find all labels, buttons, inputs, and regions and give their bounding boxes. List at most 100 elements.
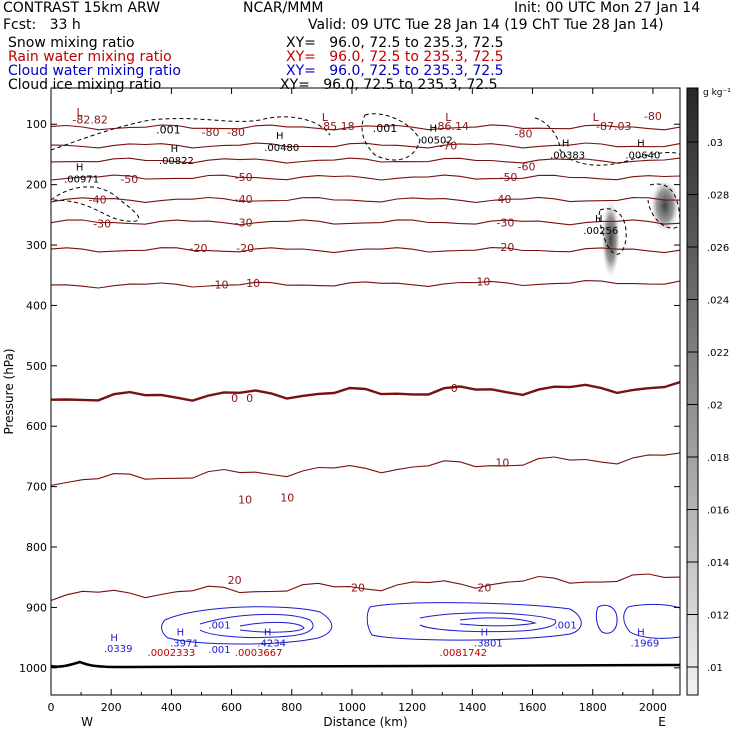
ice-high-marker: H [171,144,179,155]
ice-high-marker: H [595,214,603,225]
ice-high-value: .00502 [418,135,453,146]
ice-high-marker: H [429,123,437,134]
cloud-water-contour [161,606,333,645]
isotherm-label: -40 [89,194,107,207]
low-marker: L [445,111,452,124]
cloud-water-contour [199,613,314,639]
ice-high-value: .00822 [159,156,194,167]
ice-high-value: .00640 [625,150,660,161]
ice-high-value: .00383 [550,150,585,161]
x-tick-label: 200 [101,701,122,714]
isotherm-label: -10 [211,278,229,291]
org-title: NCAR/MMM [243,0,324,16]
y-tick-label: 800 [26,541,47,554]
cloud-ice-shading [601,200,620,277]
isotherm-label: -10 [242,277,260,290]
cloud-water-high-value: .1969 [631,638,660,649]
rain-water-value: .0003667 [235,648,283,659]
isotherm-label: -82.82 [72,113,107,126]
isotherm-label: 10 [495,456,509,469]
ice-high-marker: H [276,131,284,142]
model-title: CONTRAST 15km ARW [3,0,161,16]
isotherm-label: -20 [496,241,514,254]
isotherm-label: -30 [235,217,253,230]
legend-cloud-water-xy: XY= 96.0, 72.5 to 235.3, 72.5 [286,63,504,79]
y-tick-label: 600 [26,420,47,433]
y-tick-label: 400 [26,299,47,312]
ice-high-value: .00480 [264,143,299,154]
cloud-water-high-marker: H [637,627,645,638]
isotherm-label: -80 [515,127,533,140]
isotherm-10 [51,452,680,486]
colorbar-tick-label: .016 [707,506,729,517]
y-axis-title: Pressure (hPa) [2,348,16,434]
cloud-water-high-value: .3971 [170,638,199,649]
west-label: W [81,715,93,729]
x-tick-label: 1000 [338,701,366,714]
y-tick-label: 100 [26,118,47,131]
isotherm-label: -40 [493,193,511,206]
isotherm--60 [51,157,680,164]
snow-label: .001 [373,122,398,135]
x-axis-title: Distance (km) [323,715,407,729]
isotherm-label: -80 [227,126,245,139]
isotherm--50 [51,174,680,181]
valid-time: Valid: 09 UTC Tue 28 Jan 14 (19 ChT Tue … [308,17,664,33]
legend-rain-xy: XY= 96.0, 72.5 to 235.3, 72.5 [286,49,504,65]
isotherm-label: -70 [439,139,457,152]
colorbar-tick-label: .01 [707,663,723,674]
isotherm-label: -86.14 [434,120,469,133]
low-marker: L [322,111,329,124]
colorbar-tick-label: .028 [707,191,729,202]
isotherm-label: -30 [93,217,111,230]
colorbar-tick-label: .02 [707,401,723,412]
rain-water-value: .0081742 [439,648,487,659]
colorbar-tick-label: .012 [707,611,729,622]
legend-cloud-ice-xy: XY= 96.0, 72.5 to 235.3, 72.5 [280,77,498,93]
x-tick-label: 1200 [398,701,426,714]
isotherm-label: -50 [499,171,517,184]
forecast-hour: Fcst: 33 h [3,17,81,33]
legend-rain-label: Rain water mixing ratio [8,49,172,65]
colorbar-unit: g kg⁻¹ [703,88,731,98]
isotherm-label: -80 [202,126,220,139]
ice-high-value: .00971 [64,175,99,186]
y-tick-label: 900 [26,601,47,614]
isotherm-0 [51,380,680,402]
rain-water-value: .0002333 [148,648,196,659]
isotherm-label: 0 [231,392,238,405]
cloud-water-contour [595,604,618,634]
isotherm--70 [51,142,680,149]
snow-contour [361,113,421,161]
cloud-water-high-value: .0339 [104,644,133,655]
isotherm-label: -85.18 [319,120,354,133]
colorbar-tick-label: .03 [707,138,723,149]
cloud-water-high-value: .4234 [257,638,286,649]
cloud-ice-shading [650,179,679,232]
x-tick-label: 400 [161,701,182,714]
east-label: E [658,715,666,729]
isotherm-label: 10 [280,491,294,504]
legend-snow-label: Snow mixing ratio [8,35,135,51]
isotherm-label: 20 [351,581,365,594]
cloud-water-label: .001 [555,620,577,631]
cloud-water-high-marker: H [110,633,118,644]
ground-line [51,660,680,669]
x-tick-label: 1600 [519,701,547,714]
x-tick-label: 1400 [458,701,486,714]
legend-cloud-ice-label: Cloud ice mixing ratio [8,77,162,93]
colorbar-tick-label: .018 [707,453,729,464]
snow-contour [51,186,140,222]
x-tick-label: 2000 [639,701,667,714]
colorbar [686,87,699,696]
isotherm-label: -10 [472,275,490,288]
snow-contour [598,208,627,255]
y-tick-label: 200 [26,179,47,192]
legend-snow-xy: XY= 96.0, 72.5 to 235.3, 72.5 [286,35,504,51]
cloud-water-high-value: .3801 [474,638,503,649]
x-tick-label: 800 [281,701,302,714]
low-marker: L [77,106,84,119]
isotherm-label: -30 [496,217,514,230]
isotherm-label: -40 [235,193,253,206]
